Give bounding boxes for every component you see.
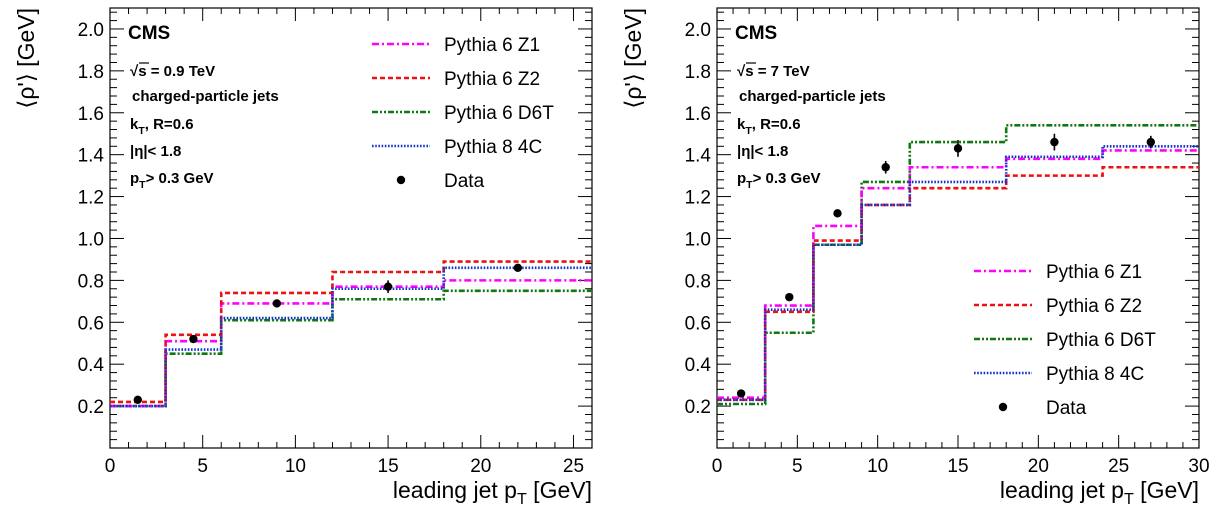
legend-entry: Pythia 6 Z2 [1046, 296, 1142, 317]
y-tick-label: 1.8 [78, 62, 104, 83]
annotation-pt: pT> 0.3 GeV [130, 170, 214, 191]
x-tick-label: 0 [105, 456, 116, 477]
y-tick-label: 0.2 [685, 397, 711, 418]
x-tick-label: 10 [285, 456, 306, 477]
experiment-label: CMS [735, 23, 777, 44]
x-tick-label: 15 [947, 456, 968, 477]
data-point [881, 163, 890, 172]
annotation-algorithm: kT, R=0.6 [130, 116, 194, 137]
legend-entry: Pythia 8 4C [444, 137, 542, 158]
data-point [189, 334, 198, 344]
annotation-jets: charged-particle jets [132, 88, 279, 105]
x-tick-label: 20 [470, 456, 491, 477]
chart-panel-2: 0 5 10 15 20 25 30 0.2 0.4 0.6 0.8 1.0 1.2 1.4 1.6 1.8 2… [620, 7, 1210, 508]
legend-entry: Pythia 6 D6T [444, 103, 554, 124]
y-tick-label: 2.0 [78, 20, 104, 41]
x-tick-label: 5 [197, 456, 208, 477]
x-tick-label: 25 [563, 456, 584, 477]
series-line-pythia-6-z2 [717, 165, 1199, 402]
x-axis-label: leading jet pT [GeV] [1000, 477, 1199, 508]
legend-entry: Pythia 6 Z1 [444, 35, 540, 56]
y-tick-label: 1.8 [685, 62, 711, 83]
x-tick-label: 30 [1188, 456, 1209, 477]
y-tick-label: 1.2 [78, 188, 104, 209]
x-axis-label: leading jet pT [GeV] [393, 477, 592, 508]
annotation-eta: |η|< 1.8 [737, 143, 788, 160]
y-tick-label: 2.0 [685, 20, 711, 41]
y-tick-label: 0.8 [685, 271, 711, 292]
legend-entry-data: Data [444, 171, 485, 192]
data-point [833, 209, 842, 218]
series-line-pythia-6-z1 [717, 149, 1199, 400]
x-tick-label: 10 [867, 456, 888, 477]
chart-panel-1: 0 5 10 15 20 25 0.2 0.4 0.6 0.8 1.0 1.2 1.4 1.6 1.8 2.0… [13, 7, 593, 508]
legend-entry: Pythia 6 D6T [1046, 330, 1156, 351]
y-tick-label: 1.6 [685, 104, 711, 125]
y-tick-label: 0.2 [78, 397, 104, 418]
data-point [785, 292, 794, 302]
x-tick-label: 20 [1028, 456, 1049, 477]
legend-entry: Pythia 6 Z1 [1046, 262, 1142, 283]
data-point [383, 282, 393, 291]
legend-entry: Pythia 8 4C [1046, 364, 1144, 385]
series-line-pythia-8-4c [110, 266, 592, 408]
x-tick-label: 5 [792, 456, 803, 477]
data-point [133, 395, 143, 405]
y-axis-label: ⟨ρ'⟩ [GeV] [620, 8, 646, 109]
y-tick-label: 1.0 [685, 229, 711, 250]
y-tick-label: 0.8 [78, 271, 104, 292]
series-line-pythia-8-4c [717, 144, 1199, 402]
data-point [1050, 137, 1059, 147]
data-point [272, 299, 282, 308]
annotation-algorithm: kT, R=0.6 [737, 116, 801, 137]
y-tick-label: 0.6 [685, 313, 711, 334]
y-tick-label: 1.4 [685, 146, 712, 167]
y-tick-label: 1.6 [78, 104, 104, 125]
annotation-pt: pT> 0.3 GeV [737, 170, 821, 191]
y-tick-label: 0.4 [78, 355, 105, 376]
data-point [513, 263, 523, 273]
data-point [736, 389, 746, 398]
annotation-jets: charged-particle jets [739, 88, 886, 105]
y-tick-label: 0.4 [685, 355, 712, 376]
annotation-energy: √s = 7 TeV [737, 63, 810, 80]
annotation-energy: √s = 0.9 TeV [130, 63, 215, 80]
series-line-pythia-6-z1 [110, 279, 592, 408]
legend-entry: Pythia 6 Z2 [444, 69, 540, 90]
legend: Pythia 6 Z1 Pythia 6 Z2 Pythia 6 D6T Pythia… [372, 35, 554, 192]
legend-data-marker [396, 175, 406, 185]
x-tick-label: 15 [378, 456, 399, 477]
series-line-pythia-6-z2 [110, 260, 592, 404]
y-tick-label: 0.6 [78, 313, 104, 334]
y-tick-label: 1.4 [78, 146, 105, 167]
data-point [1146, 137, 1156, 147]
annotation-eta: |η|< 1.8 [130, 143, 181, 160]
legend-data-marker [998, 402, 1008, 412]
y-tick-label: 1.0 [78, 229, 104, 250]
y-axis-label: ⟨ρ'⟩ [GeV] [13, 8, 39, 109]
x-tick-label: 0 [712, 456, 723, 477]
y-tick-label: 1.2 [685, 188, 711, 209]
legend: Pythia 6 Z1 Pythia 6 Z2 Pythia 6 D6T Pythia… [974, 262, 1156, 419]
legend-entry-data: Data [1046, 398, 1087, 419]
x-tick-label: 25 [1108, 456, 1129, 477]
data-point [953, 144, 963, 153]
experiment-label: CMS [128, 23, 170, 44]
